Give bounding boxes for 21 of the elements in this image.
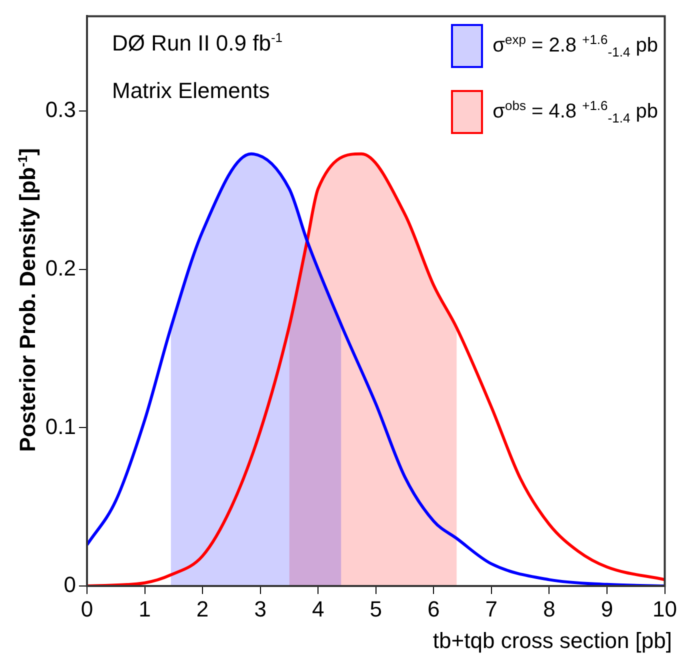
x-tick-label: 10 xyxy=(652,596,678,622)
annotation: Matrix Elements xyxy=(112,78,270,104)
x-tick-label: 9 xyxy=(600,596,614,622)
x-tick-label: 7 xyxy=(485,596,498,622)
x-tick-label: 2 xyxy=(196,596,209,622)
y-tick-label: 0 xyxy=(64,572,76,598)
x-tick-label: 6 xyxy=(428,596,440,622)
x-tick-label: 4 xyxy=(312,596,324,622)
y-tick-label: 0.1 xyxy=(45,414,76,439)
x-tick-label: 0 xyxy=(80,596,94,622)
x-tick-label: 5 xyxy=(370,596,382,622)
legend-label: σ$^{exp}$ = 2.8 $^{+1.6}$$_{-1.4}$ pb xyxy=(492,32,658,60)
y-tick-label: 0.3 xyxy=(45,97,76,122)
x-tick-label: 1 xyxy=(138,596,151,622)
x-axis-title: tb+tqb cross section [pb] xyxy=(432,628,672,654)
x-tick-label: 3 xyxy=(254,596,266,622)
annotation: DØ Run II 0.9 fb$^{-1}$ xyxy=(112,30,283,56)
y-tick-label: 0.2 xyxy=(45,256,76,281)
legend-label: σ$^{obs}$ = 4.8 $^{+1.6}$$_{-1.4}$ pb xyxy=(492,98,658,126)
line-series xyxy=(87,152,665,586)
x-tick-label: 8 xyxy=(543,596,556,622)
